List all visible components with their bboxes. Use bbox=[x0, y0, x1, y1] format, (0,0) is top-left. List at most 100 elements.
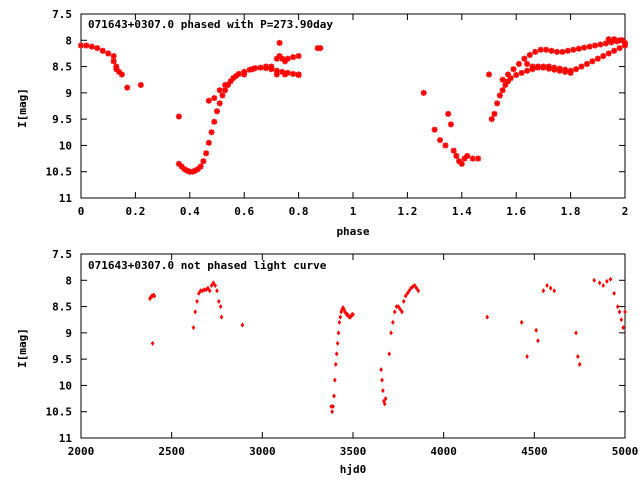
x-tick-label: 1.8 bbox=[561, 205, 581, 218]
data-point bbox=[336, 330, 341, 336]
data-point bbox=[403, 293, 408, 299]
data-point bbox=[211, 280, 216, 286]
x-tick-label: 3000 bbox=[249, 445, 276, 458]
data-point bbox=[387, 351, 392, 357]
data-point bbox=[505, 78, 512, 85]
data-point bbox=[110, 53, 117, 60]
data-point bbox=[600, 53, 607, 60]
data-point bbox=[332, 393, 336, 399]
data-point bbox=[329, 403, 334, 409]
data-point bbox=[249, 66, 256, 73]
data-point bbox=[513, 71, 520, 78]
x-tick-label: 1 bbox=[350, 205, 357, 218]
data-point bbox=[556, 67, 563, 74]
data-point bbox=[601, 283, 606, 289]
data-point bbox=[391, 319, 395, 325]
data-point bbox=[617, 309, 622, 315]
data-point bbox=[564, 47, 571, 54]
data-point bbox=[268, 63, 275, 70]
y-tick-label: 9 bbox=[65, 87, 72, 100]
data-point bbox=[485, 314, 489, 320]
data-point bbox=[337, 319, 342, 325]
data-point bbox=[276, 39, 283, 46]
data-point bbox=[113, 66, 120, 73]
x-axis-label: phase bbox=[336, 225, 369, 238]
data-point bbox=[330, 409, 334, 415]
data-point bbox=[335, 340, 340, 346]
data-point bbox=[175, 113, 182, 120]
data-point bbox=[619, 317, 624, 323]
data-point bbox=[407, 288, 412, 294]
x-tick-label: 5000 bbox=[612, 445, 639, 458]
data-point bbox=[241, 71, 248, 78]
data-point bbox=[559, 48, 566, 55]
data-point bbox=[486, 71, 492, 78]
data-point bbox=[464, 152, 471, 159]
data-point bbox=[505, 71, 512, 78]
y-tick-label: 8.5 bbox=[52, 61, 72, 74]
data-point bbox=[545, 283, 549, 289]
data-point bbox=[400, 309, 404, 315]
data-point bbox=[548, 47, 555, 54]
x-tick-label: 1.2 bbox=[397, 205, 417, 218]
data-point bbox=[334, 351, 339, 357]
data-point bbox=[543, 46, 550, 53]
data-point bbox=[392, 309, 397, 315]
data-point bbox=[380, 377, 384, 383]
data-point bbox=[284, 55, 291, 62]
data-point bbox=[605, 36, 612, 43]
x-tick-label: 0.4 bbox=[180, 205, 200, 218]
data-point bbox=[545, 65, 552, 72]
x-tick-label: 4500 bbox=[521, 445, 548, 458]
data-point bbox=[219, 314, 224, 320]
data-point bbox=[552, 288, 557, 294]
data-point bbox=[594, 55, 601, 62]
data-point bbox=[524, 67, 531, 74]
data-point bbox=[445, 110, 452, 117]
data-point bbox=[611, 47, 618, 54]
x-tick-label: 2000 bbox=[68, 445, 95, 458]
data-point bbox=[414, 285, 419, 291]
y-axis-label: I[mag] bbox=[16, 88, 29, 128]
data-point bbox=[214, 108, 220, 115]
data-point bbox=[205, 139, 212, 146]
data-point bbox=[105, 50, 112, 57]
data-point bbox=[222, 87, 229, 94]
data-point bbox=[541, 288, 546, 294]
data-point bbox=[608, 276, 613, 282]
data-point bbox=[534, 63, 541, 70]
data-point bbox=[216, 87, 223, 94]
y-tick-label: 9.5 bbox=[52, 113, 72, 126]
data-point bbox=[200, 158, 207, 165]
data-point bbox=[351, 311, 355, 317]
data-point bbox=[537, 46, 544, 53]
data-point bbox=[525, 354, 529, 360]
chart-title: 071643+0307.0 not phased light curve bbox=[88, 259, 327, 272]
y-tick-label: 10.5 bbox=[46, 166, 73, 179]
data-point bbox=[494, 100, 501, 107]
y-tick-label: 10.5 bbox=[46, 406, 73, 419]
data-point bbox=[333, 377, 337, 383]
data-point bbox=[331, 403, 335, 409]
data-point bbox=[198, 288, 203, 294]
y-tick-label: 7.5 bbox=[52, 248, 72, 261]
data-point bbox=[576, 354, 580, 360]
data-point bbox=[382, 401, 387, 407]
data-point bbox=[401, 298, 406, 304]
data-point bbox=[389, 330, 393, 336]
data-point bbox=[574, 330, 578, 336]
y-tick-label: 8.5 bbox=[52, 301, 72, 314]
data-points bbox=[148, 276, 627, 415]
data-point bbox=[577, 361, 582, 367]
data-point bbox=[235, 70, 242, 77]
data-point bbox=[499, 87, 506, 94]
data-point bbox=[578, 63, 585, 70]
data-point bbox=[211, 118, 218, 125]
data-point bbox=[602, 40, 609, 47]
data-point bbox=[83, 42, 90, 49]
data-point bbox=[262, 63, 269, 70]
data-point bbox=[524, 60, 531, 67]
y-axis-label: I[mag] bbox=[16, 328, 29, 368]
data-point bbox=[118, 71, 125, 78]
data-point bbox=[499, 76, 506, 83]
